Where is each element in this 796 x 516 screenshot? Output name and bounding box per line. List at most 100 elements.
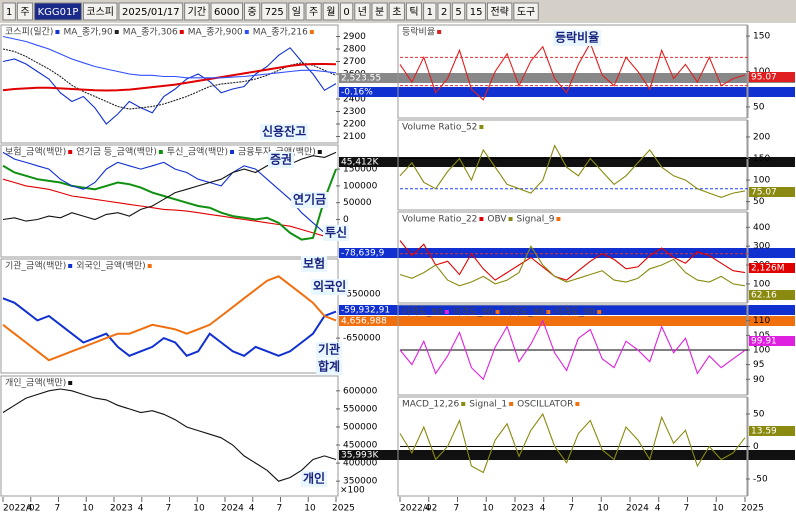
- legend-swatch: [508, 217, 513, 221]
- toolbar-button[interactable]: [2, 2, 16, 21]
- value-tag: [749, 290, 795, 300]
- series-line: [2, 388, 337, 482]
- toolbar-label[interactable]: 도구: [517, 7, 535, 18]
- y-tick-label: -50: [753, 475, 768, 485]
- toolbar-label[interactable]: 주: [20, 7, 29, 18]
- toolbar-label[interactable]: 기간: [188, 6, 206, 18]
- value-tag-label: -59,932,91: [341, 306, 390, 316]
- toolbar-label[interactable]: 년: [358, 6, 367, 18]
- panel-legend: Signal_9: [517, 215, 555, 225]
- y-tick-label: 100: [753, 346, 770, 356]
- value-tag-label: 2,523.55: [341, 74, 381, 84]
- toolbar-button[interactable]: [184, 2, 210, 21]
- toolbar-button[interactable]: [244, 2, 261, 21]
- toolbar-label[interactable]: KGG01P: [38, 7, 79, 18]
- panel-legend: MA_종가,900: [188, 27, 243, 38]
- annotation-box: [260, 124, 309, 140]
- toolbar-button[interactable]: [210, 2, 243, 21]
- y-tick-label: 500000: [343, 422, 378, 432]
- toolbar-button[interactable]: [34, 2, 82, 21]
- panel-frame: [397, 119, 748, 211]
- legend-swatch: [244, 30, 249, 34]
- y-tick-label: 100: [753, 279, 770, 289]
- y-tick-label: 600000: [343, 386, 378, 396]
- toolbar-label[interactable]: 15: [470, 7, 483, 18]
- toolbar-label[interactable]: 1: [6, 7, 12, 18]
- value-tag-label: 45,412K: [341, 158, 379, 168]
- panel-legend: 이격도_90: [554, 306, 595, 318]
- annotation-box: [268, 152, 295, 168]
- y-tick-label: 300: [753, 242, 770, 252]
- y-tick-label: 90: [753, 375, 765, 385]
- toolbar-label[interactable]: 2: [441, 7, 447, 18]
- toolbar-button[interactable]: [82, 2, 118, 21]
- toolbar-label[interactable]: 코스피: [86, 6, 114, 18]
- toolbar-label[interactable]: 725: [265, 7, 284, 18]
- panel-legend: 보험_금액(백만): [5, 146, 66, 158]
- annotation-box: [553, 30, 602, 46]
- toolbar-label[interactable]: 분: [375, 6, 384, 18]
- toolbar-button[interactable]: [261, 2, 288, 21]
- toolbar-label[interactable]: 중: [248, 6, 257, 18]
- panel-legend: Signal_1: [469, 400, 507, 410]
- toolbar-button[interactable]: [354, 2, 371, 21]
- legend-swatch: [309, 30, 314, 34]
- legend-swatch: [556, 217, 561, 221]
- toolbar-label[interactable]: 전략: [490, 6, 508, 18]
- y-tick-label: 150: [753, 32, 770, 42]
- series-line: [399, 319, 746, 381]
- toolbar-button[interactable]: [371, 2, 388, 21]
- legend-swatch: [546, 310, 551, 314]
- toolbar-button[interactable]: [466, 2, 486, 21]
- x-tick-label: 10: [193, 504, 205, 514]
- toolbar-button[interactable]: [288, 2, 305, 21]
- x-tick-label: 2023: [511, 504, 534, 514]
- x-tick-label: 2024: [221, 504, 244, 514]
- series-line: [2, 164, 337, 241]
- toolbar-label[interactable]: 일: [292, 6, 301, 18]
- value-tag: [749, 72, 795, 82]
- x-tick-label: 4: [540, 504, 546, 514]
- toolbar-label[interactable]: 초: [392, 6, 401, 18]
- toolbar-button[interactable]: [423, 2, 437, 21]
- x-tick-label: 10: [82, 504, 94, 514]
- value-tag-label: 13.59: [751, 427, 777, 437]
- toolbar-button[interactable]: [16, 2, 34, 21]
- toolbar-button[interactable]: [118, 2, 184, 21]
- x-tick-label: 7: [166, 504, 172, 514]
- y-tick-label: 100000: [343, 181, 378, 191]
- value-tag: [339, 305, 795, 315]
- toolbar-button[interactable]: [339, 2, 354, 21]
- panel-legend: MA_종가,216: [253, 27, 308, 38]
- toolbar-label[interactable]: 월: [326, 6, 335, 18]
- series-line: [2, 47, 337, 125]
- toolbar-button[interactable]: [405, 2, 423, 21]
- toolbar-button[interactable]: [451, 2, 466, 21]
- panel-legend: 기관_금액(백만): [5, 260, 66, 272]
- y-tick-label: 2300: [343, 107, 366, 117]
- toolbar-label[interactable]: 틱: [409, 6, 418, 18]
- toolbar-label[interactable]: 1: [427, 7, 433, 18]
- toolbar-label[interactable]: 5: [455, 7, 461, 18]
- toolbar-label[interactable]: 6000: [214, 7, 239, 18]
- toolbar-button[interactable]: [437, 2, 451, 21]
- y-tick-label: 150000: [343, 165, 378, 175]
- annotation: 증권: [270, 153, 292, 167]
- toolbar-button[interactable]: [388, 2, 405, 21]
- annotation: 등락비율: [555, 30, 599, 45]
- toolbar-label[interactable]: 0: [343, 7, 349, 18]
- toolbar-label[interactable]: 2025/01/17: [122, 7, 180, 18]
- y-tick-label: 200: [753, 132, 770, 142]
- toolbar-label[interactable]: 주: [309, 7, 318, 18]
- y-tick-label: 2100: [343, 132, 366, 142]
- panel-legend: 외국인_금액(백만): [76, 260, 145, 272]
- annotation-box: [311, 279, 349, 295]
- toolbar-button[interactable]: [486, 2, 513, 21]
- legend-swatch: [575, 402, 580, 406]
- panel-legend: 이격도_90: [453, 306, 494, 318]
- toolbar-button[interactable]: [305, 2, 322, 21]
- x-tick-label: 2025: [741, 504, 764, 514]
- panel-legend: OSCILLATOR: [517, 400, 573, 410]
- toolbar-button[interactable]: [322, 2, 339, 21]
- toolbar-button[interactable]: [513, 2, 539, 21]
